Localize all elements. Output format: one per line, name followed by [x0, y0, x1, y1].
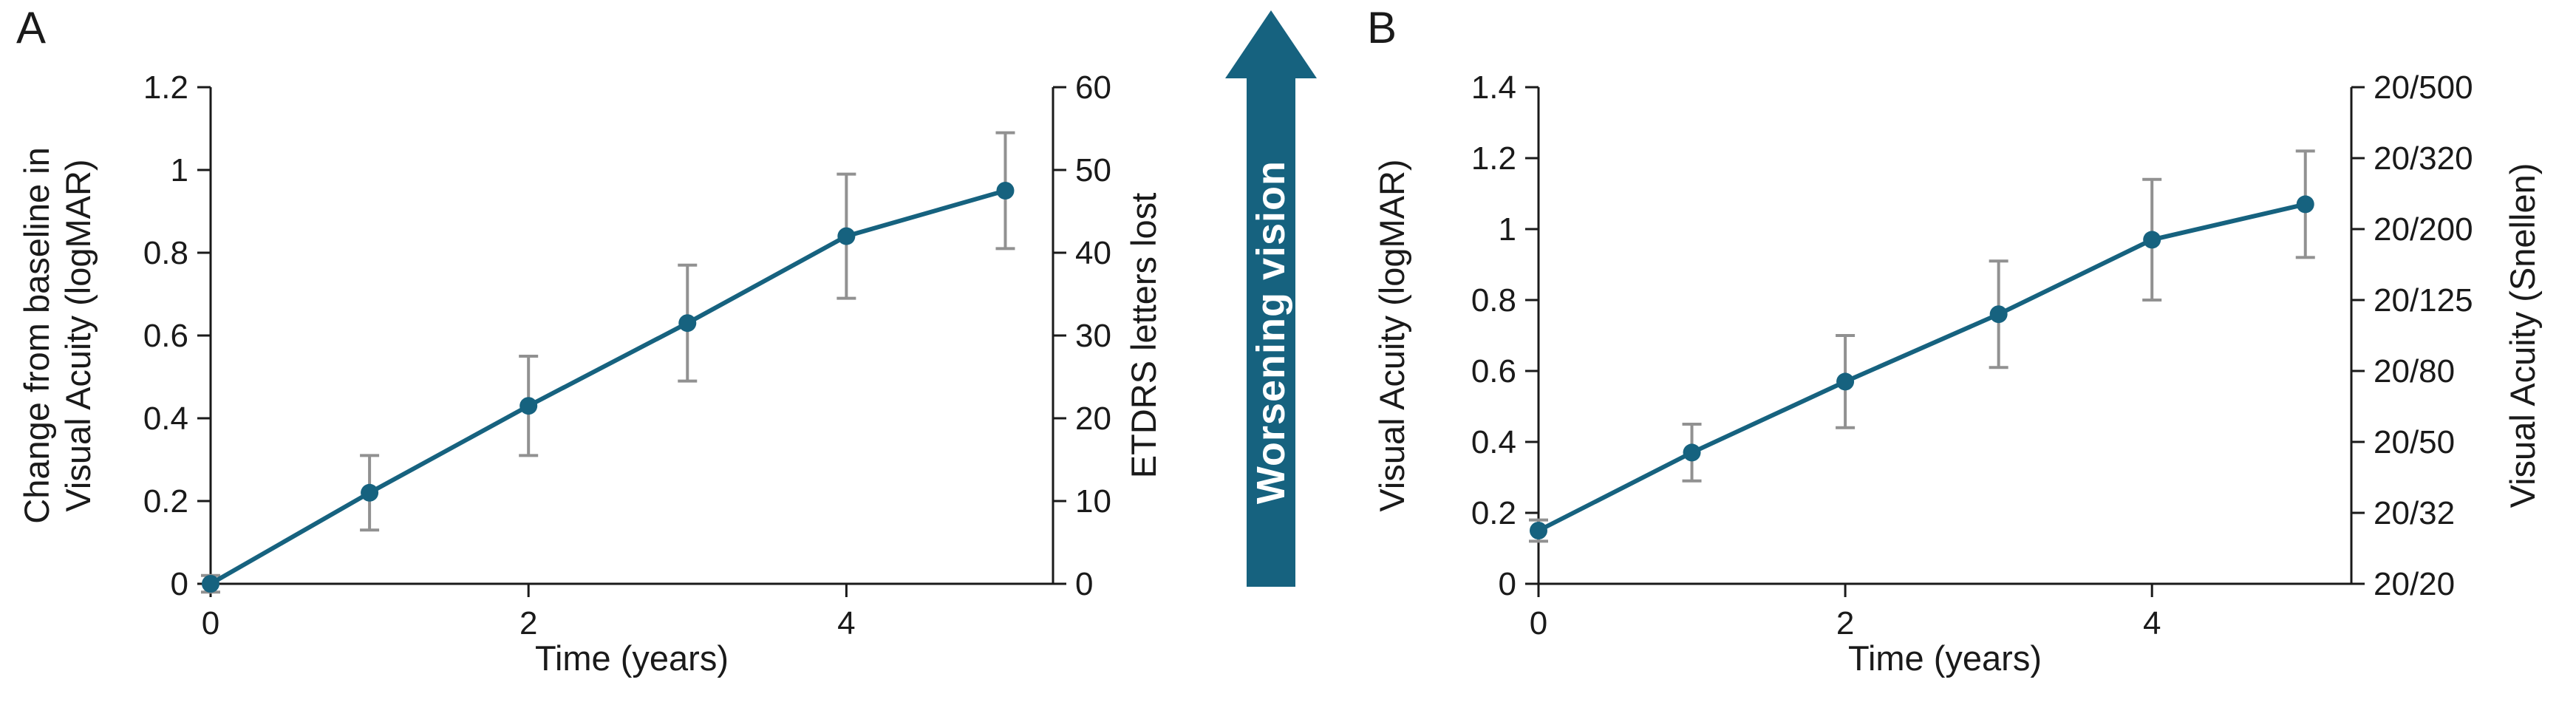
data-point	[519, 397, 538, 415]
data-point	[2143, 231, 2161, 249]
axes: 0 0.2 0.4 0.6 0.8 1 1.2 0 10 20 30 40 50 60 0 2 4	[143, 69, 1111, 641]
x-tick-label: 2	[519, 605, 537, 641]
y-tick-label-right: 60	[1075, 69, 1111, 106]
panel-b-chart: 0 0.2 0.4 0.6 0.8 1 1.2 1.4 20/20 20/32 20/50 20/80…	[1372, 69, 2542, 678]
y-tick-label-left: 1	[171, 152, 188, 188]
y-tick-label-left: 0.2	[143, 483, 188, 520]
y-tick-label-right: 20/125	[2374, 282, 2473, 319]
y-tick-label-left: 1.2	[143, 69, 188, 106]
x-tick-label: 2	[1836, 605, 1854, 641]
y-tick-label-right: 20/32	[2374, 495, 2455, 531]
y-tick-label-right: 20	[1075, 401, 1111, 437]
y-tick-label-left: 0.4	[1471, 424, 1516, 460]
x-axis-label: Time (years)	[535, 638, 729, 678]
y-tick-label-right: 20/500	[2374, 69, 2473, 106]
panel-a: A 0 0.2 0.4 0.6 0.8 1 1.2 0 10 20 30 40 50 60 0 2 4 Time …	[0, 0, 1197, 705]
arrow-head-icon	[1225, 10, 1317, 78]
arrow-body: Worsening vision	[1247, 78, 1295, 587]
y-tick-label-left: 0.8	[143, 235, 188, 271]
x-tick-label: 0	[1530, 605, 1547, 641]
data-point	[678, 314, 697, 333]
y-axis-label-right: Visual Acuity (Snellen)	[2503, 163, 2542, 508]
y-tick-label-right: 20/200	[2374, 211, 2473, 248]
arrow-label: Worsening vision	[1249, 160, 1293, 505]
data-point	[996, 182, 1015, 200]
panel-a-chart: 0 0.2 0.4 0.6 0.8 1 1.2 0 10 20 30 40 50 60 0 2 4 Time (y…	[17, 69, 1163, 678]
data-point	[1836, 372, 1855, 391]
y-tick-label-right: 50	[1075, 152, 1111, 188]
data-point	[202, 575, 219, 593]
y-tick-label-left: 0	[171, 566, 188, 602]
series-line	[1537, 202, 2306, 533]
panel-b-label: B	[1367, 3, 1397, 52]
y-tick-label-right: 30	[1075, 318, 1111, 354]
x-axis-label: Time (years)	[1848, 638, 2042, 678]
worsening-vision-arrow: Worsening vision	[1197, 0, 1345, 705]
series-line	[209, 188, 1006, 586]
data-point	[837, 227, 856, 245]
y-tick-label-right: 20/20	[2374, 566, 2455, 602]
x-tick-label: 4	[2143, 605, 2161, 641]
data-point	[1530, 522, 1547, 539]
x-tick-label: 4	[837, 605, 855, 641]
panel-b: B 0 0.2 0.4 0.6 0.8 1 1.2 1.4 20/20 20/32 20/50 20/…	[1345, 0, 2576, 705]
y-tick-label-left: 1.2	[1471, 140, 1516, 177]
data-point	[361, 483, 379, 502]
panel-a-label: A	[16, 3, 47, 52]
y-tick-label-right: 20/320	[2374, 140, 2473, 177]
y-axis-label-right: ETDRS letters lost	[1124, 193, 1163, 479]
y-axis-label-left: Visual Acuity (logMAR)	[1372, 159, 1411, 511]
y-tick-label-left: 0.4	[143, 401, 188, 437]
y-tick-label-left: 0.6	[143, 318, 188, 354]
y-tick-label-right: 20/50	[2374, 424, 2455, 460]
y-tick-label-left: 1	[1499, 211, 1516, 248]
y-tick-label-right: 20/80	[2374, 353, 2455, 389]
x-tick-label: 0	[202, 605, 219, 641]
y-tick-label-right: 10	[1075, 483, 1111, 520]
y-tick-label-left: 0.6	[1471, 353, 1516, 389]
data-point-markers	[202, 182, 1015, 593]
y-tick-label-left: 1.4	[1471, 69, 1516, 106]
y-tick-label-right: 0	[1075, 566, 1093, 602]
axes: 0 0.2 0.4 0.6 0.8 1 1.2 1.4 20/20 20/32 20/50 20/80…	[1471, 69, 2473, 641]
y-axis-label-left: Change from baseline inVisual Acuity (lo…	[17, 147, 98, 523]
data-point	[2296, 195, 2314, 214]
y-tick-label-left: 0.8	[1471, 282, 1516, 319]
y-tick-label-left: 0	[1499, 566, 1516, 602]
y-tick-label-left: 0.2	[1471, 495, 1516, 531]
data-point	[1683, 443, 1701, 462]
data-point-markers	[1530, 195, 2314, 539]
data-point	[1989, 305, 2008, 324]
y-tick-label-right: 40	[1075, 235, 1111, 271]
